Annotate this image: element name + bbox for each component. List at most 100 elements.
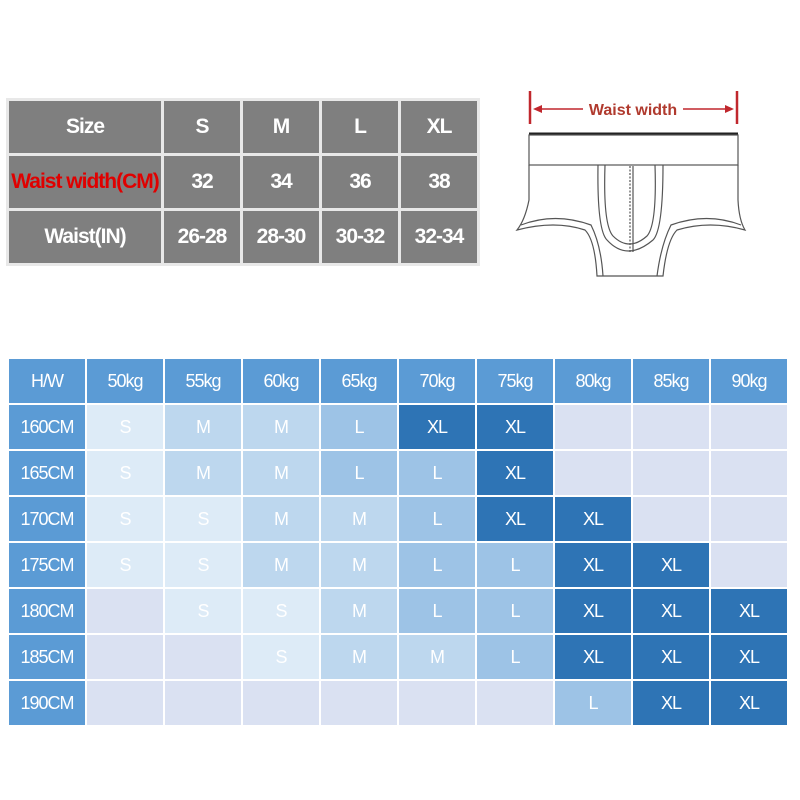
size-cell: L: [321, 405, 397, 449]
arrow-right-head: [725, 105, 734, 113]
weight-header-row: H/W 50kg 55kg 60kg 65kg 70kg 75kg 80kg 85kg 90kg: [9, 359, 787, 403]
size-cell: M: [165, 405, 241, 449]
size-cell: XL: [477, 497, 553, 541]
size-header-cell: L: [322, 101, 398, 153]
briefs-body: [515, 165, 747, 277]
size-cell: XL: [711, 635, 787, 679]
weight-header-cell: 75kg: [477, 359, 553, 403]
height-row: 190CM L XL XL: [9, 681, 787, 725]
size-cell: XL: [555, 543, 631, 587]
corner-cell: H/W: [9, 359, 85, 403]
height-label-cell: 175CM: [9, 543, 85, 587]
size-cell: [633, 497, 709, 541]
size-row: Waist width(CM) 32 34 36 38: [9, 156, 477, 208]
size-cell: M: [165, 451, 241, 495]
size-cell: L: [399, 451, 475, 495]
size-value-cell: 38: [401, 156, 477, 208]
size-cell: S: [87, 451, 163, 495]
size-cell: L: [321, 451, 397, 495]
size-cell: M: [243, 405, 319, 449]
size-cell: L: [477, 589, 553, 633]
size-cell: L: [477, 635, 553, 679]
height-row: 175CM S S M M L L XL XL: [9, 543, 787, 587]
height-label-cell: 165CM: [9, 451, 85, 495]
size-cell: S: [243, 589, 319, 633]
size-cell: M: [321, 543, 397, 587]
waist-size-table: Size S M L XL Waist width(CM) 32 34 36 38 Waist(IN…: [6, 98, 480, 266]
size-cell: L: [399, 589, 475, 633]
size-header-cell: M: [243, 101, 319, 153]
size-header-row: Size S M L XL: [9, 101, 477, 153]
size-cell: XL: [711, 681, 787, 725]
waist-width-label: Waist width: [589, 102, 677, 119]
size-cell: M: [399, 635, 475, 679]
height-row: 185CM S M M L XL XL XL: [9, 635, 787, 679]
size-value-cell: 32-34: [401, 211, 477, 263]
size-cell: M: [321, 589, 397, 633]
weight-header-cell: 80kg: [555, 359, 631, 403]
size-cell: [165, 635, 241, 679]
size-cell: XL: [399, 405, 475, 449]
size-row-label: Waist width(CM): [9, 156, 161, 208]
size-row-label: Waist(IN): [9, 211, 161, 263]
size-value-cell: 36: [322, 156, 398, 208]
size-cell: [399, 681, 475, 725]
size-cell: [321, 681, 397, 725]
size-cell: M: [321, 635, 397, 679]
size-cell: [633, 405, 709, 449]
height-row: 165CM S M M L L XL: [9, 451, 787, 495]
weight-header-cell: 65kg: [321, 359, 397, 403]
underwear-waist-diagram: Waist width: [515, 91, 747, 277]
size-cell: [555, 451, 631, 495]
pouch-outline: [597, 164, 664, 252]
height-label-cell: 190CM: [9, 681, 85, 725]
size-cell: M: [243, 497, 319, 541]
size-cell: L: [477, 543, 553, 587]
size-cell: M: [243, 543, 319, 587]
size-header-cell: XL: [401, 101, 477, 153]
height-label-cell: 185CM: [9, 635, 85, 679]
size-cell: [87, 681, 163, 725]
size-value-cell: 26-28: [164, 211, 240, 263]
height-label-cell: 170CM: [9, 497, 85, 541]
size-cell: S: [87, 543, 163, 587]
size-cell: XL: [555, 589, 631, 633]
size-cell: XL: [633, 635, 709, 679]
size-cell: S: [87, 405, 163, 449]
size-cell: M: [243, 451, 319, 495]
size-cell: L: [399, 543, 475, 587]
size-cell: S: [243, 635, 319, 679]
size-row: Waist(IN) 26-28 28-30 30-32 32-34: [9, 211, 477, 263]
size-header-cell: S: [164, 101, 240, 153]
height-label-cell: 160CM: [9, 405, 85, 449]
size-cell: [555, 405, 631, 449]
size-cell: S: [165, 543, 241, 587]
size-cell: XL: [633, 589, 709, 633]
size-cell: [87, 635, 163, 679]
weight-header-cell: 85kg: [633, 359, 709, 403]
size-cell: [711, 405, 787, 449]
height-row: 180CM S S M L L XL XL XL: [9, 589, 787, 633]
height-weight-size-chart: H/W 50kg 55kg 60kg 65kg 70kg 75kg 80kg 85kg 90kg 1…: [7, 357, 789, 727]
size-cell: [633, 451, 709, 495]
size-cell: XL: [555, 635, 631, 679]
size-cell: XL: [633, 681, 709, 725]
weight-header-cell: 50kg: [87, 359, 163, 403]
size-cell: [711, 451, 787, 495]
height-label-cell: 180CM: [9, 589, 85, 633]
size-cell: L: [555, 681, 631, 725]
size-cell: [711, 543, 787, 587]
size-cell: XL: [633, 543, 709, 587]
weight-header-cell: 70kg: [399, 359, 475, 403]
size-cell: S: [165, 497, 241, 541]
size-cell: [87, 589, 163, 633]
weight-header-cell: 55kg: [165, 359, 241, 403]
height-row: 160CM S M M L XL XL: [9, 405, 787, 449]
waistband: [528, 134, 739, 166]
size-value-cell: 30-32: [322, 211, 398, 263]
size-cell: XL: [477, 405, 553, 449]
size-cell: S: [87, 497, 163, 541]
weight-header-cell: 90kg: [711, 359, 787, 403]
size-value-cell: 34: [243, 156, 319, 208]
size-cell: XL: [711, 589, 787, 633]
